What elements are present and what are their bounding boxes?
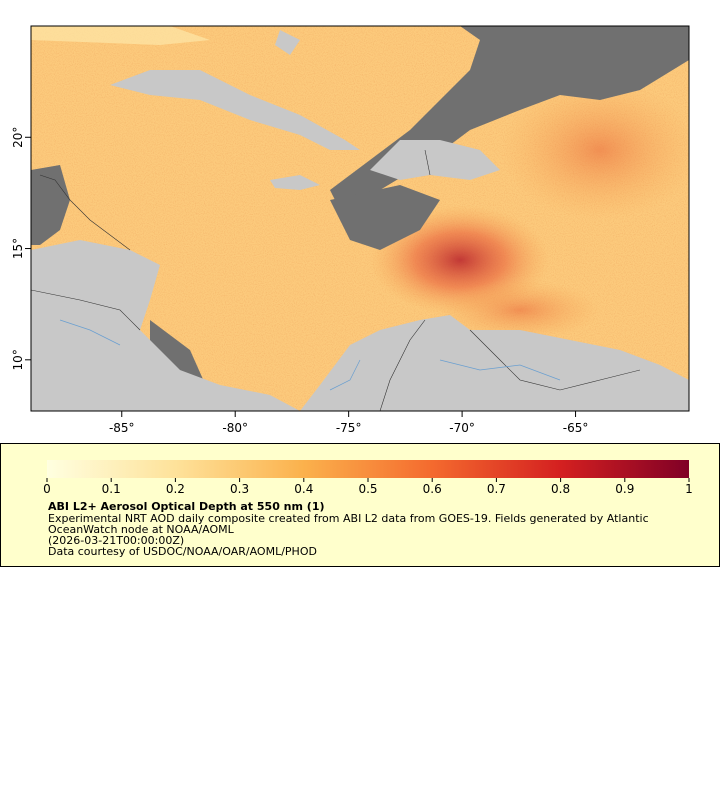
colorbar-tick-label: 1 <box>685 482 693 496</box>
x-tick-label: -75° <box>336 421 362 435</box>
y-tick-label: 20° <box>11 127 25 148</box>
legend-line: OceanWatch node at NOAA/AOML <box>48 523 235 536</box>
rivers <box>59 319 561 391</box>
x-tick-label: -65° <box>563 421 589 435</box>
borders <box>31 149 641 411</box>
colorbar-tick-label: 0.4 <box>294 482 313 496</box>
legend-line: (2026-03-21T00:00:00Z) <box>48 534 184 547</box>
legend-line: Experimental NRT AOD daily composite cre… <box>48 512 649 525</box>
x-tick-label: -80° <box>222 421 248 435</box>
colorbar-tick-label: 0 <box>43 482 51 496</box>
y-tick-label: 10° <box>11 349 25 370</box>
colorbar-tick-label: 0.5 <box>358 482 377 496</box>
colorbar <box>47 460 689 478</box>
colorbar-tick-label: 0.3 <box>230 482 249 496</box>
colorbar-tick-label: 0.6 <box>423 482 442 496</box>
colorbar-tick-label: 0.2 <box>166 482 185 496</box>
colorbar-tick-label: 0.7 <box>487 482 506 496</box>
plot-frame <box>30 25 690 412</box>
colorbar-tick-label: 0.1 <box>102 482 121 496</box>
x-tick-label: -85° <box>109 421 135 435</box>
y-tick-label: 15° <box>11 238 25 259</box>
x-tick-label: -70° <box>449 421 475 435</box>
colorbar-tick-label: 0.9 <box>615 482 634 496</box>
colorbar-tick-label: 0.8 <box>551 482 570 496</box>
legend-line: Data courtesy of USDOC/NOAA/OAR/AOML/PHO… <box>48 545 317 558</box>
legend-title: ABI L2+ Aerosol Optical Depth at 550 nm … <box>48 500 325 513</box>
map-raster <box>31 26 689 411</box>
